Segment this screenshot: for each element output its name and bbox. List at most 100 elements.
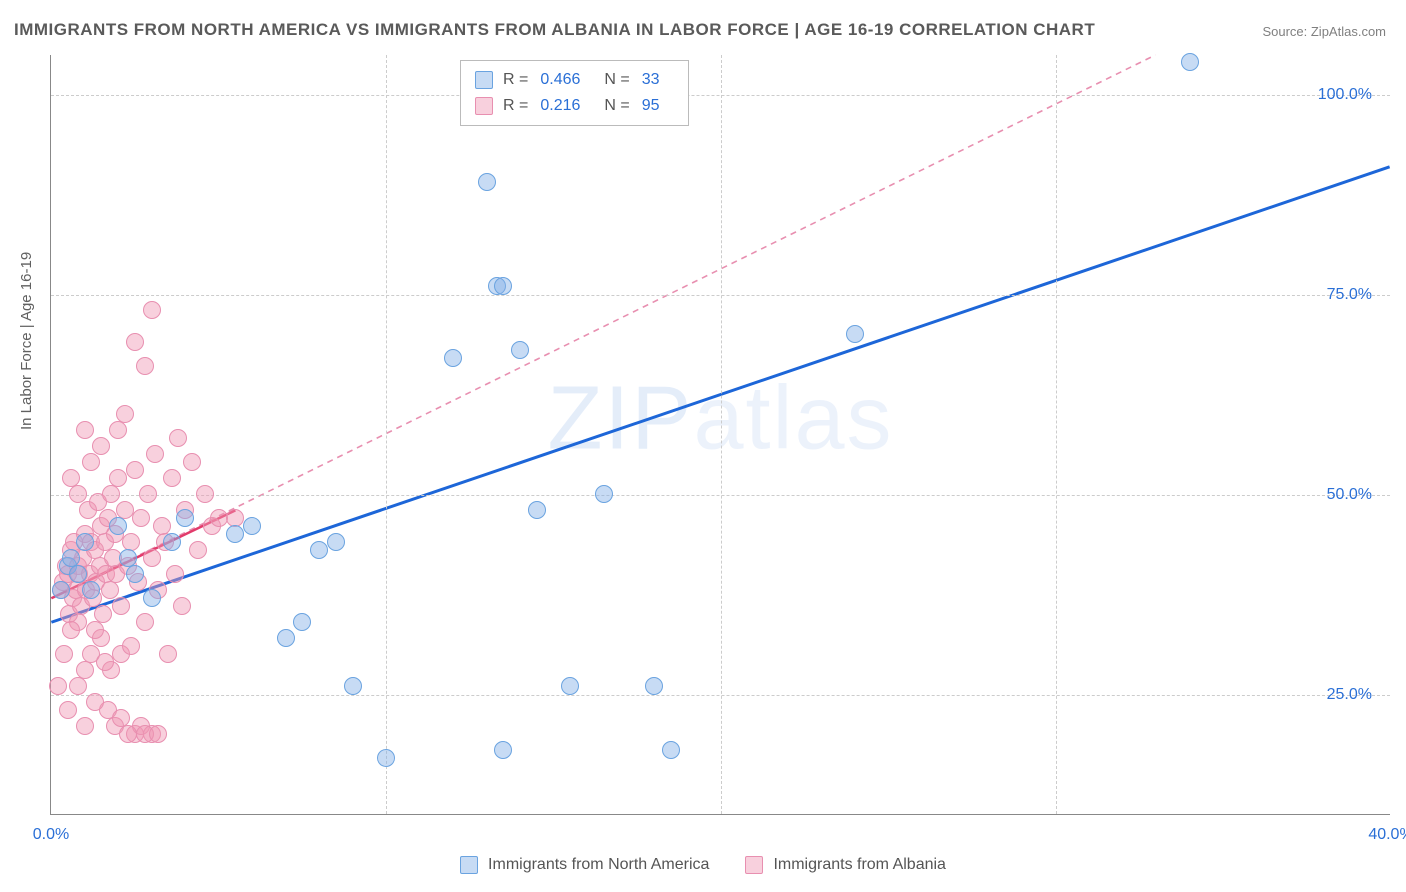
scatter-marker xyxy=(595,485,613,503)
scatter-marker xyxy=(173,597,191,615)
scatter-marker xyxy=(662,741,680,759)
scatter-marker xyxy=(478,173,496,191)
scatter-marker xyxy=(159,645,177,663)
scatter-marker xyxy=(109,469,127,487)
scatter-marker xyxy=(149,725,167,743)
scatter-marker xyxy=(52,581,70,599)
y-tick-label: 75.0% xyxy=(1327,286,1372,304)
scatter-marker xyxy=(143,589,161,607)
bottom-legend: Immigrants from North America Immigrants … xyxy=(0,856,1406,874)
scatter-marker xyxy=(69,565,87,583)
legend-swatch xyxy=(745,856,763,874)
stats-legend-row: R = 0.216 N = 95 xyxy=(475,93,674,119)
scatter-marker xyxy=(645,677,663,695)
scatter-marker xyxy=(136,357,154,375)
scatter-marker xyxy=(55,645,73,663)
legend-r-value: 0.216 xyxy=(540,97,580,115)
scatter-marker xyxy=(69,485,87,503)
scatter-marker xyxy=(136,613,154,631)
legend-n-label: N = xyxy=(604,71,629,89)
legend-n-value: 95 xyxy=(642,97,660,115)
scatter-marker xyxy=(126,333,144,351)
scatter-marker xyxy=(444,349,462,367)
scatter-marker xyxy=(132,509,150,527)
scatter-marker xyxy=(139,485,157,503)
scatter-marker xyxy=(153,517,171,535)
scatter-marker xyxy=(92,437,110,455)
scatter-marker xyxy=(196,485,214,503)
scatter-marker xyxy=(82,581,100,599)
scatter-marker xyxy=(511,341,529,359)
scatter-marker xyxy=(109,421,127,439)
gridline-vertical xyxy=(721,55,722,814)
legend-swatch xyxy=(460,856,478,874)
scatter-marker xyxy=(344,677,362,695)
scatter-marker xyxy=(494,741,512,759)
scatter-marker xyxy=(59,701,77,719)
scatter-marker xyxy=(163,533,181,551)
scatter-marker xyxy=(86,621,104,639)
y-axis-label: In Labor Force | Age 16-19 xyxy=(18,252,35,430)
scatter-marker xyxy=(119,725,137,743)
scatter-marker xyxy=(86,693,104,711)
scatter-marker xyxy=(96,653,114,671)
source-attribution: Source: ZipAtlas.com xyxy=(1262,24,1386,39)
scatter-marker xyxy=(49,677,67,695)
scatter-marker xyxy=(169,429,187,447)
legend-swatch xyxy=(475,97,493,115)
scatter-marker xyxy=(189,541,207,559)
scatter-marker xyxy=(143,301,161,319)
scatter-marker xyxy=(62,621,80,639)
y-tick-label: 50.0% xyxy=(1327,486,1372,504)
gridline-vertical xyxy=(386,55,387,814)
legend-n-label: N = xyxy=(604,97,629,115)
scatter-marker xyxy=(226,525,244,543)
scatter-marker xyxy=(277,629,295,647)
scatter-marker xyxy=(293,613,311,631)
gridline-vertical xyxy=(1056,55,1057,814)
x-tick-label: 0.0% xyxy=(33,826,69,844)
scatter-marker xyxy=(1181,53,1199,71)
scatter-marker xyxy=(210,509,228,527)
scatter-marker xyxy=(176,509,194,527)
scatter-marker xyxy=(528,501,546,519)
scatter-marker xyxy=(310,541,328,559)
scatter-marker xyxy=(327,533,345,551)
legend-swatch xyxy=(475,71,493,89)
legend-n-value: 33 xyxy=(642,71,660,89)
scatter-marker xyxy=(69,677,87,695)
scatter-marker xyxy=(561,677,579,695)
chart-title: IMMIGRANTS FROM NORTH AMERICA VS IMMIGRA… xyxy=(14,20,1095,40)
scatter-marker xyxy=(76,717,94,735)
scatter-marker xyxy=(163,469,181,487)
bottom-legend-label: Immigrants from North America xyxy=(488,856,709,874)
legend-r-label: R = xyxy=(503,97,528,115)
scatter-marker xyxy=(183,453,201,471)
scatter-marker xyxy=(166,565,184,583)
scatter-marker xyxy=(101,581,119,599)
scatter-marker xyxy=(116,405,134,423)
scatter-marker xyxy=(377,749,395,767)
scatter-marker xyxy=(82,453,100,471)
bottom-legend-label: Immigrants from Albania xyxy=(773,856,946,874)
bottom-legend-item: Immigrants from North America xyxy=(460,856,709,874)
bottom-legend-item: Immigrants from Albania xyxy=(745,856,946,874)
scatter-marker xyxy=(122,637,140,655)
scatter-marker xyxy=(143,549,161,567)
scatter-marker xyxy=(846,325,864,343)
scatter-marker xyxy=(112,597,130,615)
legend-r-label: R = xyxy=(503,71,528,89)
legend-r-value: 0.466 xyxy=(540,71,580,89)
scatter-marker xyxy=(126,565,144,583)
y-tick-label: 100.0% xyxy=(1318,86,1372,104)
scatter-marker xyxy=(76,421,94,439)
scatter-plot-area: ZIPatlas 25.0%50.0%75.0%100.0%0.0%40.0% xyxy=(50,55,1390,815)
x-tick-label: 40.0% xyxy=(1368,826,1406,844)
scatter-marker xyxy=(76,533,94,551)
scatter-marker xyxy=(494,277,512,295)
scatter-marker xyxy=(243,517,261,535)
scatter-marker xyxy=(109,517,127,535)
stats-legend-box: R = 0.466 N = 33 R = 0.216 N = 95 xyxy=(460,60,689,126)
stats-legend-row: R = 0.466 N = 33 xyxy=(475,67,674,93)
y-tick-label: 25.0% xyxy=(1327,686,1372,704)
